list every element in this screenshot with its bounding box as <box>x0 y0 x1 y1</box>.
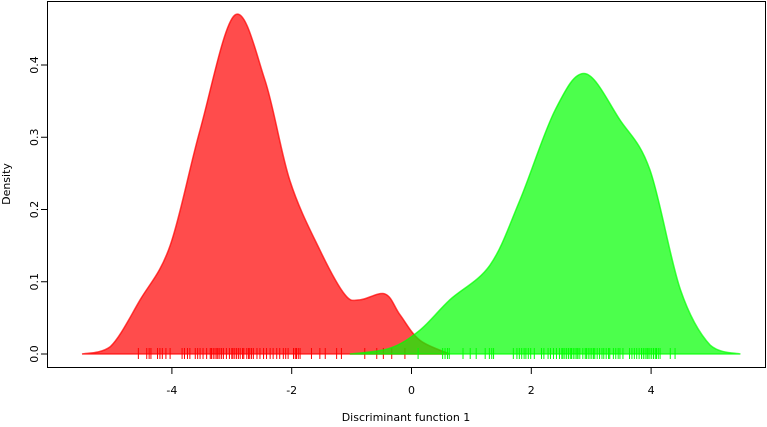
x-tick-label: -4 <box>166 384 177 397</box>
density-area-0 <box>81 13 451 355</box>
x-tick-label: 4 <box>648 384 655 397</box>
y-tick-label: 0.4 <box>28 56 41 74</box>
x-tick-label: -2 <box>286 384 297 397</box>
y-tick-label: 0.0 <box>28 345 41 363</box>
y-tick-label: 0.2 <box>28 201 41 219</box>
x-tick-label: 2 <box>528 384 535 397</box>
x-axis: -4 -2 0 2 4 <box>166 367 655 397</box>
x-axis-label: Discriminant function 1 <box>342 411 471 423</box>
y-axis: 0.0 0.1 0.2 0.3 0.4 <box>28 56 48 363</box>
y-tick-label: 0.3 <box>28 129 41 147</box>
plot-marks <box>81 13 741 359</box>
y-tick-label: 0.1 <box>28 273 41 291</box>
density-area-1 <box>349 72 741 355</box>
y-axis-label: Density <box>0 163 13 205</box>
x-tick-label: 0 <box>408 384 415 397</box>
